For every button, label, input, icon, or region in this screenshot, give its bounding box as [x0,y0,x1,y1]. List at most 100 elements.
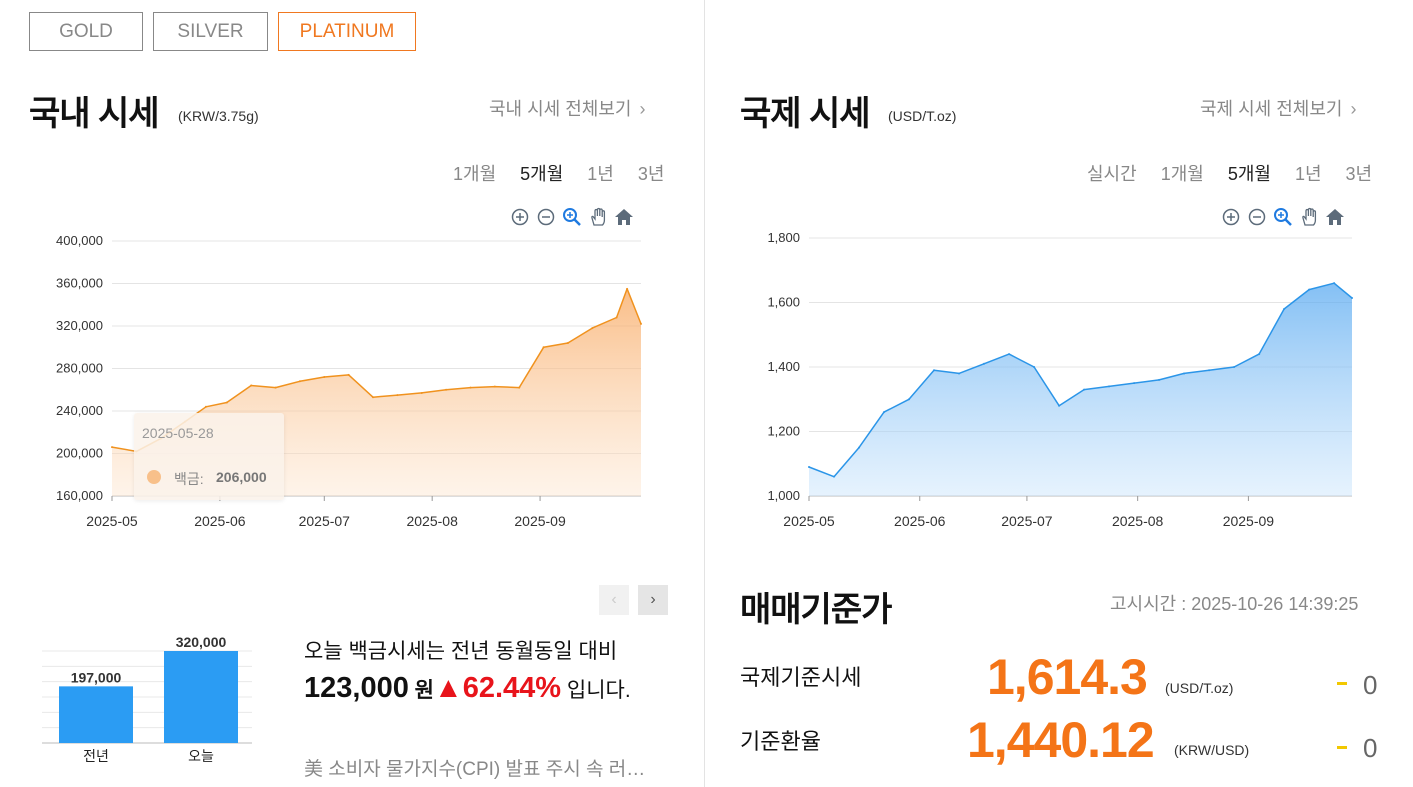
bar [59,686,133,743]
data-point [958,372,961,375]
data-point [1258,353,1261,356]
x-tick-label: 2025-08 [406,513,458,528]
y-tick-label: 360,000 [56,276,103,291]
domestic-period-1m[interactable]: 1개월 [453,164,497,184]
international-chart-tools [1221,207,1345,227]
data-point [1308,288,1311,291]
data-point [833,475,836,478]
data-point [372,396,375,399]
data-point [1333,282,1336,285]
tab-platinum[interactable]: PLATINUM [278,12,416,51]
international-period-5m[interactable]: 5개월 [1227,164,1271,184]
news-amount: 123,000 [304,672,409,704]
chevron-right-icon: › [650,591,656,608]
bar-category-label: 전년 [83,748,109,764]
international-unit: (USD/T.oz) [888,108,957,124]
data-point [933,369,936,372]
data-point [858,446,861,449]
next-button[interactable]: › [638,585,668,615]
zoom-in-icon[interactable] [510,207,530,227]
chart-tooltip: 2025-05-28 백금: 206,000 [134,413,284,500]
x-tick-label: 2025-09 [1223,513,1275,528]
data-point [420,391,423,394]
chevron-left-icon: ‹ [611,591,617,608]
data-point [1033,366,1036,368]
series-line [111,288,642,453]
international-period-realtime[interactable]: 실시간 [1087,164,1137,184]
tooltip-series-dot [147,470,161,484]
data-point [1158,378,1161,381]
data-point [626,287,629,290]
international-title: 국제 시세 [740,95,871,133]
zoom-in-icon[interactable] [1221,207,1241,227]
data-point [591,327,594,330]
data-point [1351,296,1353,299]
data-point [396,394,399,397]
domestic-view-all-link[interactable]: 국내 시세 전체보기 › [489,95,645,121]
data-point [111,446,113,449]
intl-standard-value: 1,614.3 [987,649,1148,705]
news-pager: ‹ › [599,585,668,615]
y-tick-label: 240,000 [56,403,103,418]
intl-standard-change: 0 [1363,670,1378,700]
data-point [225,401,228,404]
international-view-all-link[interactable]: 국제 시세 전체보기 › [1200,95,1356,121]
chevron-right-icon: › [1350,99,1357,119]
y-tick-label: 1,400 [767,359,800,374]
data-point [1208,369,1211,372]
x-tick-label: 2025-09 [514,513,566,528]
international-period-1m[interactable]: 1개월 [1160,164,1204,184]
home-icon[interactable] [1325,207,1345,227]
international-view-all-label: 국제 시세 전체보기 [1200,99,1343,119]
x-tick-label: 2025-06 [894,513,946,528]
data-point [298,380,301,383]
domestic-period-1y[interactable]: 1년 [587,164,614,184]
data-point [204,405,207,408]
y-tick-label: 160,000 [56,488,103,503]
magnifier-icon[interactable] [1273,207,1293,227]
prev-button[interactable]: ‹ [599,585,629,615]
home-icon[interactable] [614,207,634,227]
metal-tabs: GOLD SILVER PLATINUM [29,12,416,51]
data-point [445,388,448,391]
domestic-period-5m[interactable]: 5개월 [520,164,564,184]
exchange-rate-value: 1,440.12 [967,712,1155,768]
data-point [1008,353,1011,356]
exchange-rate-change: 0 [1363,733,1378,763]
data-point [808,465,810,468]
x-tick-label: 2025-07 [299,513,351,528]
data-point [1108,385,1111,388]
pan-hand-icon[interactable] [1299,207,1319,227]
x-tick-label: 2025-07 [1001,513,1053,528]
news-percent: 62.44% [462,672,562,704]
domestic-title: 국내 시세 [29,95,160,133]
y-tick-label: 1,800 [767,230,800,245]
news-headline-link[interactable]: 美 소비자 물가지수(CPI) 발표 주시 속 러시아 제재 강화 [304,759,659,780]
tab-silver[interactable]: SILVER [153,12,268,51]
y-tick-label: 280,000 [56,361,103,376]
domestic-price-chart[interactable]: 160,000 200,000 240,000 280,000 320,000 360,0… [0,228,705,528]
data-point [274,386,277,389]
data-point [640,322,642,325]
magnifier-icon[interactable] [562,207,582,227]
international-period-tabs: 실시간 1개월 5개월 1년 3년 [1063,160,1372,186]
international-price-chart[interactable]: 1,000 1,200 1,400 1,600 1,800 2025-05 2025-06 2… [705,228,1410,528]
standard-title: 매매기준가 [740,591,892,629]
y-tick-label: 400,000 [56,233,103,248]
up-arrow-icon: ▲ [434,672,463,704]
tab-gold[interactable]: GOLD [29,12,143,51]
international-period-1y[interactable]: 1년 [1294,164,1322,184]
international-period-3y[interactable]: 3년 [1345,164,1373,184]
zoom-out-icon[interactable] [536,207,556,227]
data-point [883,411,886,414]
pan-hand-icon[interactable] [588,207,608,227]
bar-value-label: 197,000 [71,669,122,685]
data-point [323,376,326,378]
x-tick-label: 2025-05 [86,513,138,528]
zoom-out-icon[interactable] [1247,207,1267,227]
domestic-view-all-label: 국내 시세 전체보기 [489,99,632,119]
bar-category-label: 오늘 [188,748,214,764]
news-won: 원 [414,679,434,702]
domestic-period-3y[interactable]: 3년 [637,164,665,184]
data-point [347,373,350,376]
